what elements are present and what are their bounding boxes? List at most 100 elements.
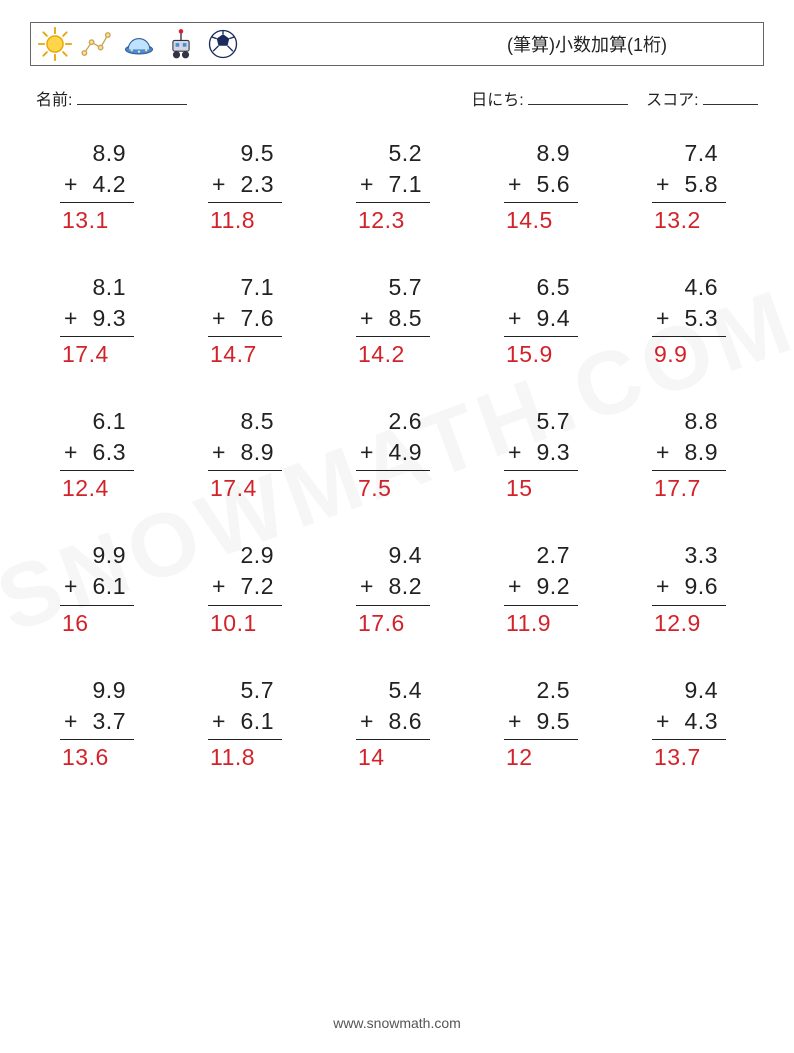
score-blank [703,88,758,105]
operator: + [638,706,670,737]
operand-a: 7.4 [638,138,748,169]
rule-line [356,739,430,740]
icon-strip [37,26,241,62]
header-box: (筆算)小数加算(1桁) [30,22,764,66]
rule-line [504,202,578,203]
operand-b-row: +8.5 [342,303,452,334]
problem: 9.9+6.116 [46,540,156,638]
rule-line [60,202,134,203]
rule-line [208,605,282,606]
ufo-icon [121,26,157,62]
operand-a: 5.7 [342,272,452,303]
operand-b: 4.3 [670,706,718,737]
name-blank [77,88,187,105]
answer: 13.1 [46,205,156,236]
answer: 13.7 [638,742,748,773]
operand-a: 2.6 [342,406,452,437]
operand-a: 8.9 [46,138,156,169]
problem: 6.1+6.312.4 [46,406,156,504]
operand-b: 9.3 [522,437,570,468]
date-blank [528,88,628,105]
operand-b-row: +8.9 [194,437,304,468]
operand-b: 5.6 [522,169,570,200]
operand-b-row: +4.9 [342,437,452,468]
operand-b: 2.3 [226,169,274,200]
operand-a: 2.9 [194,540,304,571]
answer: 9.9 [638,339,748,370]
problem: 6.5+9.415.9 [490,272,600,370]
operand-b-row: +4.2 [46,169,156,200]
answer: 7.5 [342,473,452,504]
rule-line [504,470,578,471]
answer: 11.8 [194,742,304,773]
answer: 17.4 [46,339,156,370]
problem: 3.3+9.612.9 [638,540,748,638]
operator: + [46,303,78,334]
problem: 7.4+5.8 13.2 [638,138,748,236]
rule-line [356,202,430,203]
rule-line [208,739,282,740]
operand-a: 4.6 [638,272,748,303]
problem: 5.7+6.111.8 [194,675,304,773]
operator: + [342,706,374,737]
rover-icon [163,26,199,62]
rule-line [356,336,430,337]
operand-b-row: +7.1 [342,169,452,200]
operand-b-row: +9.5 [490,706,600,737]
operand-b-row: +5.8 [638,169,748,200]
operand-b: 8.9 [226,437,274,468]
rule-line [208,202,282,203]
answer: 13.2 [638,205,748,236]
meta-row: 名前: 日にち: スコア: [30,86,764,110]
operand-a: 9.9 [46,675,156,706]
answer: 15.9 [490,339,600,370]
problem: 2.7+9.211.9 [490,540,600,638]
operand-a: 9.5 [194,138,304,169]
operand-b-row: +4.3 [638,706,748,737]
operator: + [46,571,78,602]
operand-b: 9.3 [78,303,126,334]
operator: + [490,437,522,468]
operand-b-row: +3.7 [46,706,156,737]
operand-b: 8.9 [670,437,718,468]
operator: + [638,303,670,334]
operator: + [194,169,226,200]
problem: 8.9+5.614.5 [490,138,600,236]
operator: + [490,706,522,737]
answer: 17.6 [342,608,452,639]
operand-a: 2.7 [490,540,600,571]
operator: + [342,571,374,602]
operand-b: 3.7 [78,706,126,737]
operand-b: 7.2 [226,571,274,602]
rule-line [504,605,578,606]
operator: + [638,437,670,468]
operator: + [342,169,374,200]
problem: 2.5+9.512 [490,675,600,773]
problem: 5.7+9.315 [490,406,600,504]
operator: + [194,571,226,602]
problem: 8.8+8.917.7 [638,406,748,504]
rule-line [60,605,134,606]
problem: 2.9+7.210.1 [194,540,304,638]
rule-line [60,739,134,740]
soccer-ball-icon [205,26,241,62]
rule-line [652,470,726,471]
problem: 9.4+4.313.7 [638,675,748,773]
operand-b: 5.8 [670,169,718,200]
operand-a: 5.7 [194,675,304,706]
operator: + [490,571,522,602]
sun-icon [37,26,73,62]
problem: 5.7+8.514.2 [342,272,452,370]
answer: 14.7 [194,339,304,370]
date-label: 日にち: [471,92,523,109]
operand-b-row: +8.6 [342,706,452,737]
operand-a: 6.5 [490,272,600,303]
rule-line [208,470,282,471]
operand-a: 8.9 [490,138,600,169]
operand-b: 4.9 [374,437,422,468]
worksheet-page: (筆算)小数加算(1桁) 名前: 日にち: スコア: 8.9+4.213.19.… [0,0,794,773]
problem: 5.2+7.112.3 [342,138,452,236]
operator: + [638,571,670,602]
operand-b: 8.2 [374,571,422,602]
answer: 15 [490,473,600,504]
